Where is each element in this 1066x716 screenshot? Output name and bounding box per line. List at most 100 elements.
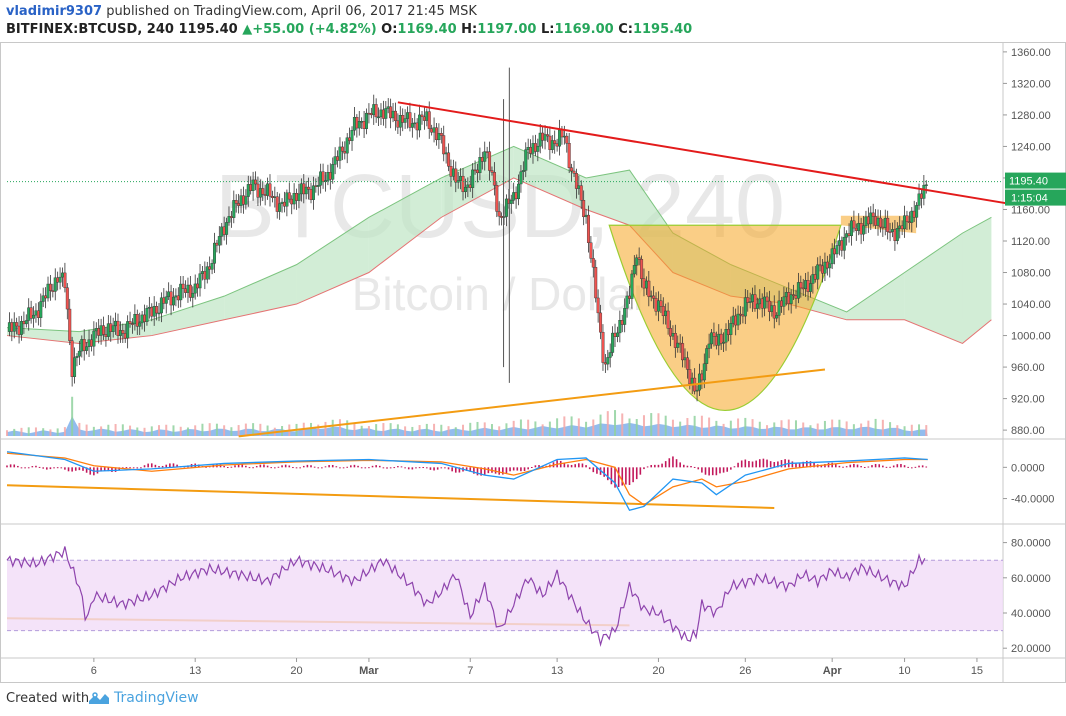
candle-body (249, 184, 253, 191)
candle-body (449, 166, 453, 177)
volume-bar (49, 429, 52, 436)
candle-body (828, 263, 832, 269)
macd-histogram-bar (845, 466, 848, 468)
high-label: H: (456, 22, 478, 37)
volume-bar (592, 419, 595, 436)
candle-body (671, 333, 675, 337)
candle-body (99, 325, 103, 336)
candle-body (102, 325, 106, 335)
candle-body (558, 129, 562, 147)
macd-divergence-line[interactable] (6, 484, 775, 509)
volume-bar (13, 428, 16, 436)
chart-canvas[interactable]: BTCUSD, 240 Bitcoin / Dollar 1360.001320… (0, 42, 1066, 684)
macd-histogram-bar (245, 465, 247, 468)
candle-body (447, 152, 451, 167)
candle-body (143, 314, 147, 322)
low-value: 1169.00 (554, 22, 614, 37)
macd-histogram-bar (103, 467, 106, 471)
candle-body (845, 233, 849, 238)
volume-bar (744, 417, 747, 436)
macd-histogram-bar (230, 466, 233, 468)
macd-histogram-bar (393, 467, 396, 469)
candle-body (266, 183, 270, 196)
macd-histogram-bar (342, 467, 345, 469)
candle-body (186, 284, 190, 293)
candle-body (60, 272, 64, 278)
volume-bar (715, 420, 718, 436)
time-tick-label: Mar (359, 665, 379, 677)
candle-body (490, 170, 494, 173)
candle-body (895, 228, 899, 241)
candle-body (806, 280, 810, 292)
author-username[interactable]: vladimir9307 (6, 4, 103, 19)
volume-bar (440, 424, 443, 436)
candle-body (640, 259, 644, 279)
resistance-trendline[interactable] (397, 101, 1007, 205)
candle-body (241, 195, 245, 205)
volume-bar (585, 421, 588, 436)
candle-body (883, 217, 887, 228)
candle-body (39, 301, 43, 318)
candle-body (589, 242, 593, 259)
candle-body (367, 112, 371, 115)
candle-body (531, 143, 535, 154)
candle-body (181, 283, 185, 289)
close-label: C: (613, 22, 633, 37)
candle-body (553, 140, 557, 144)
macd-histogram-bar (733, 466, 736, 468)
candle-body (748, 301, 752, 303)
candle-body (338, 146, 342, 161)
support-trendline[interactable] (238, 368, 826, 438)
macd-histogram-bar (129, 467, 131, 469)
tradingview-link[interactable]: TradingView (88, 690, 199, 706)
macd-histogram-bar (458, 467, 461, 473)
macd-histogram-bar (270, 467, 273, 469)
countdown-badge-label: 1:15:04 (1011, 193, 1048, 205)
price-tick-label: 1240.00 (1011, 141, 1051, 153)
macd-histogram-bar (585, 465, 587, 468)
candle-body (147, 306, 151, 309)
candle-body (753, 294, 757, 309)
candle-body (217, 236, 221, 246)
volume-bar (860, 423, 863, 436)
candle-body (697, 373, 701, 391)
candle-body (70, 340, 74, 377)
macd-histogram-bar (603, 467, 605, 477)
macd-line (6, 451, 928, 512)
macd-histogram-bar (679, 462, 681, 468)
macd-histogram-bar (802, 461, 805, 468)
macd-histogram-bar (259, 464, 262, 468)
candle-body (345, 137, 349, 154)
chart-header: vladimir9307 published on TradingView.co… (0, 0, 1066, 42)
candle-body (188, 284, 192, 298)
candle-body (56, 277, 60, 283)
candle-body (577, 185, 581, 189)
volume-bar (512, 420, 515, 436)
macd-histogram-bar (205, 466, 207, 468)
macd-histogram-bar (885, 466, 888, 468)
candle-body (389, 106, 393, 119)
volume-bar (114, 424, 117, 436)
candle-body (15, 322, 19, 327)
volume-bar (729, 420, 732, 436)
candle-body (278, 203, 282, 212)
candle-body (454, 168, 458, 183)
macd-histogram-bar (505, 467, 508, 474)
candle-body (811, 274, 815, 284)
candle-body (167, 291, 171, 298)
candle-body (488, 151, 492, 171)
macd-histogram-bar (169, 463, 171, 468)
volume-bar (773, 422, 776, 436)
volume-bar (389, 423, 392, 436)
candle-body (792, 294, 796, 296)
candle-body (401, 115, 405, 123)
macd-histogram-bar (809, 461, 812, 468)
macd-histogram-bar (375, 465, 377, 468)
macd-histogram-bar (863, 466, 866, 468)
candle-body (613, 332, 617, 337)
price-tick-label: 1360.00 (1011, 47, 1051, 59)
macd-histogram-bar (82, 467, 84, 471)
candle-body (123, 333, 127, 339)
volume-bar (838, 419, 841, 436)
macd-histogram-bar (114, 467, 117, 472)
